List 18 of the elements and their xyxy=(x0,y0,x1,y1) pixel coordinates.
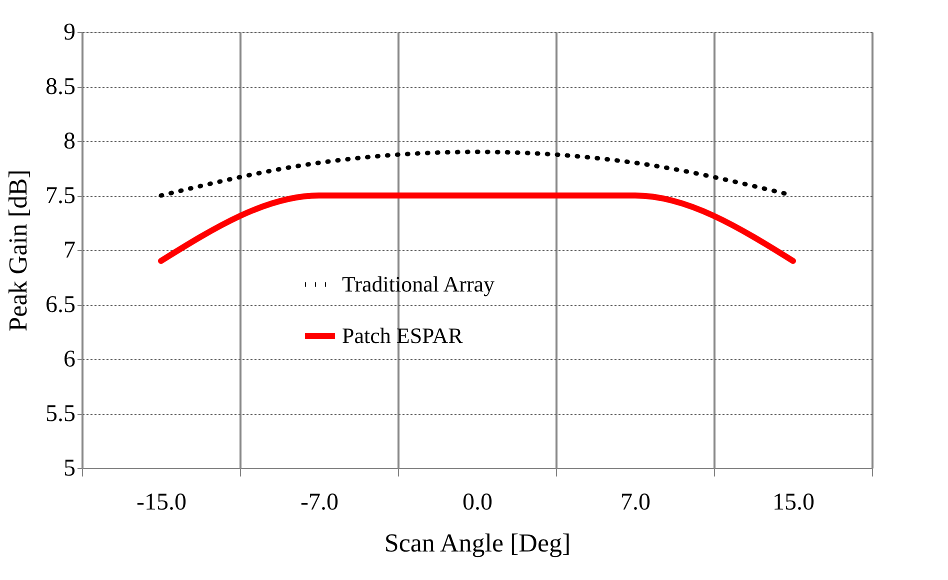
x-tick-label: 15.0 xyxy=(772,490,814,516)
y-axis-title: Peak Gain [dB] xyxy=(4,170,32,332)
x-tick-label: 7.0 xyxy=(620,490,650,516)
x-tick-label: -15.0 xyxy=(136,490,186,516)
y-tick-label: 5 xyxy=(64,456,76,482)
legend-label: Traditional Array xyxy=(342,272,495,296)
x-tick-label: -7.0 xyxy=(300,490,338,516)
y-tick-label: 6.5 xyxy=(46,292,76,318)
y-tick-label: 7.5 xyxy=(46,183,76,209)
y-tick-label: 6 xyxy=(64,346,76,372)
y-tick-label: 8.5 xyxy=(46,74,76,100)
legend-label: Patch ESPAR xyxy=(342,323,464,348)
y-tick-label: 9 xyxy=(64,20,76,46)
y-tick-label: 5.5 xyxy=(46,401,76,427)
x-tick-label: 0.0 xyxy=(462,490,492,516)
y-tick-label: 7 xyxy=(64,238,76,264)
y-tick-label: 8 xyxy=(64,128,76,154)
x-axis-title: Scan Angle [Deg] xyxy=(384,528,571,558)
